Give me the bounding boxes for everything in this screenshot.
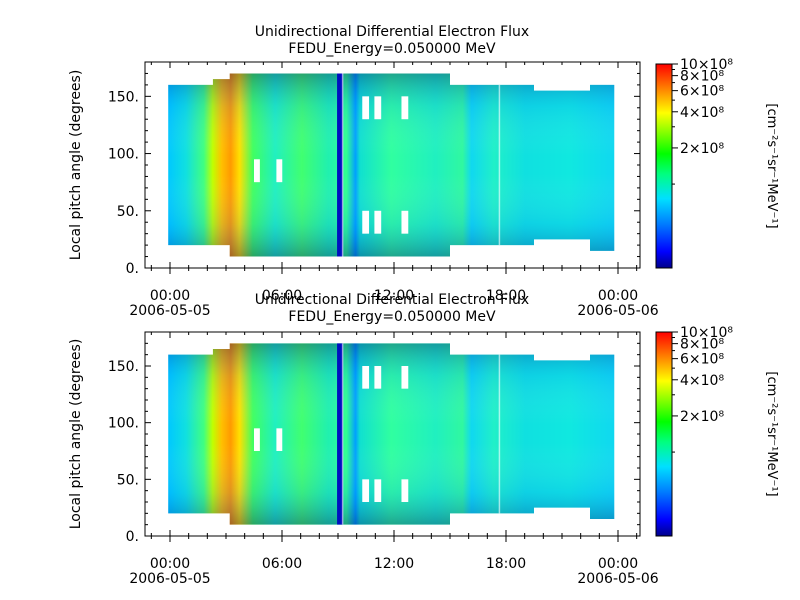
y-tick-label: 150. — [108, 89, 139, 105]
missing-data-block — [374, 96, 382, 120]
missing-data-block — [362, 366, 370, 389]
y-tick-label: 50. — [117, 204, 139, 220]
y-axis-label: Local pitch angle (degrees) — [68, 70, 84, 261]
colorbar-tick-label: 6×10⁸ — [680, 84, 724, 100]
x-tick-label: 00:00 — [598, 556, 638, 572]
spectrogram — [168, 73, 615, 257]
data-gap — [341, 73, 344, 257]
colorbar-tick-label: 4×10⁸ — [680, 373, 724, 389]
x-tick-label: 00:00 — [150, 288, 190, 304]
chart-subtitle: FEDU_Energy=0.050000 MeV — [288, 309, 496, 325]
missing-data-block — [362, 479, 370, 502]
x-tick-label: 12:00 — [374, 288, 414, 304]
missing-data-block — [401, 210, 409, 234]
y-tick-label: 100. — [108, 416, 139, 432]
x-tick-label: 18:00 — [486, 288, 526, 304]
colorbar-tick-label: 10×10⁸ — [680, 325, 733, 341]
missing-data-block — [401, 479, 409, 502]
colorbar — [655, 63, 673, 269]
colorbar — [655, 331, 673, 537]
chart-title: Unidirectional Differential Electron Flu… — [255, 24, 529, 40]
chart-subtitle: FEDU_Energy=0.050000 MeV — [288, 41, 496, 57]
spectrogram-pitch-shading — [168, 343, 615, 525]
colorbar-label: [cm⁻²s⁻¹sr⁻¹MeV⁻¹] — [764, 371, 779, 496]
spectrogram-dip — [337, 73, 344, 257]
chart-title: Unidirectional Differential Electron Flu… — [255, 292, 529, 308]
missing-data-block — [276, 159, 283, 183]
spectrogram — [168, 343, 615, 525]
data-gap — [341, 343, 344, 525]
colorbar-label: [cm⁻²s⁻¹sr⁻¹MeV⁻¹] — [764, 103, 779, 228]
x-tick-label: 12:00 — [374, 556, 414, 572]
missing-data-block — [276, 428, 283, 451]
missing-data-block — [401, 96, 409, 120]
colorbar-tick-label: 2×10⁸ — [680, 409, 724, 425]
missing-data-block — [401, 366, 409, 389]
y-tick-label: 100. — [108, 147, 139, 163]
x-tick-date-label: 2006-05-05 — [129, 303, 210, 319]
missing-data-block — [254, 159, 260, 183]
x-tick-date-label: 2006-05-06 — [577, 303, 658, 319]
missing-data-block — [362, 96, 370, 120]
data-gap — [498, 343, 501, 525]
x-tick-label: 06:00 — [262, 556, 302, 572]
colorbar-tick-label: 8×10⁸ — [680, 337, 724, 353]
y-axis-label: Local pitch angle (degrees) — [68, 339, 84, 530]
missing-data-block — [374, 366, 382, 389]
colorbar-tick-label: 2×10⁸ — [680, 141, 724, 157]
y-tick-label: 150. — [108, 359, 139, 375]
missing-data-block — [362, 210, 370, 234]
missing-data-block — [254, 428, 260, 451]
x-tick-date-label: 2006-05-06 — [577, 571, 658, 587]
colorbar-tick-label: 6×10⁸ — [680, 352, 724, 368]
x-tick-label: 00:00 — [150, 556, 190, 572]
x-tick-label: 00:00 — [598, 288, 638, 304]
y-tick-label: 50. — [117, 472, 139, 488]
colorbar-tick-label: 8×10⁸ — [680, 69, 724, 85]
colorbar-tick-label: 4×10⁸ — [680, 105, 724, 121]
y-tick-label: 0. — [126, 261, 139, 277]
missing-data-block — [374, 210, 382, 234]
missing-data-block — [374, 479, 382, 502]
panel-top: Unidirectional Differential Electron Flu… — [68, 24, 779, 319]
spectrogram-pitch-shading — [168, 73, 615, 257]
x-tick-label: 18:00 — [486, 556, 526, 572]
spectrogram-dip — [337, 343, 344, 525]
x-tick-date-label: 2006-05-05 — [129, 571, 210, 587]
data-gap — [498, 73, 501, 257]
colorbar-tick-label: 10×10⁸ — [680, 57, 733, 73]
x-tick-label: 06:00 — [262, 288, 302, 304]
panel-bottom: Unidirectional Differential Electron Flu… — [68, 292, 779, 587]
y-tick-label: 0. — [126, 529, 139, 545]
